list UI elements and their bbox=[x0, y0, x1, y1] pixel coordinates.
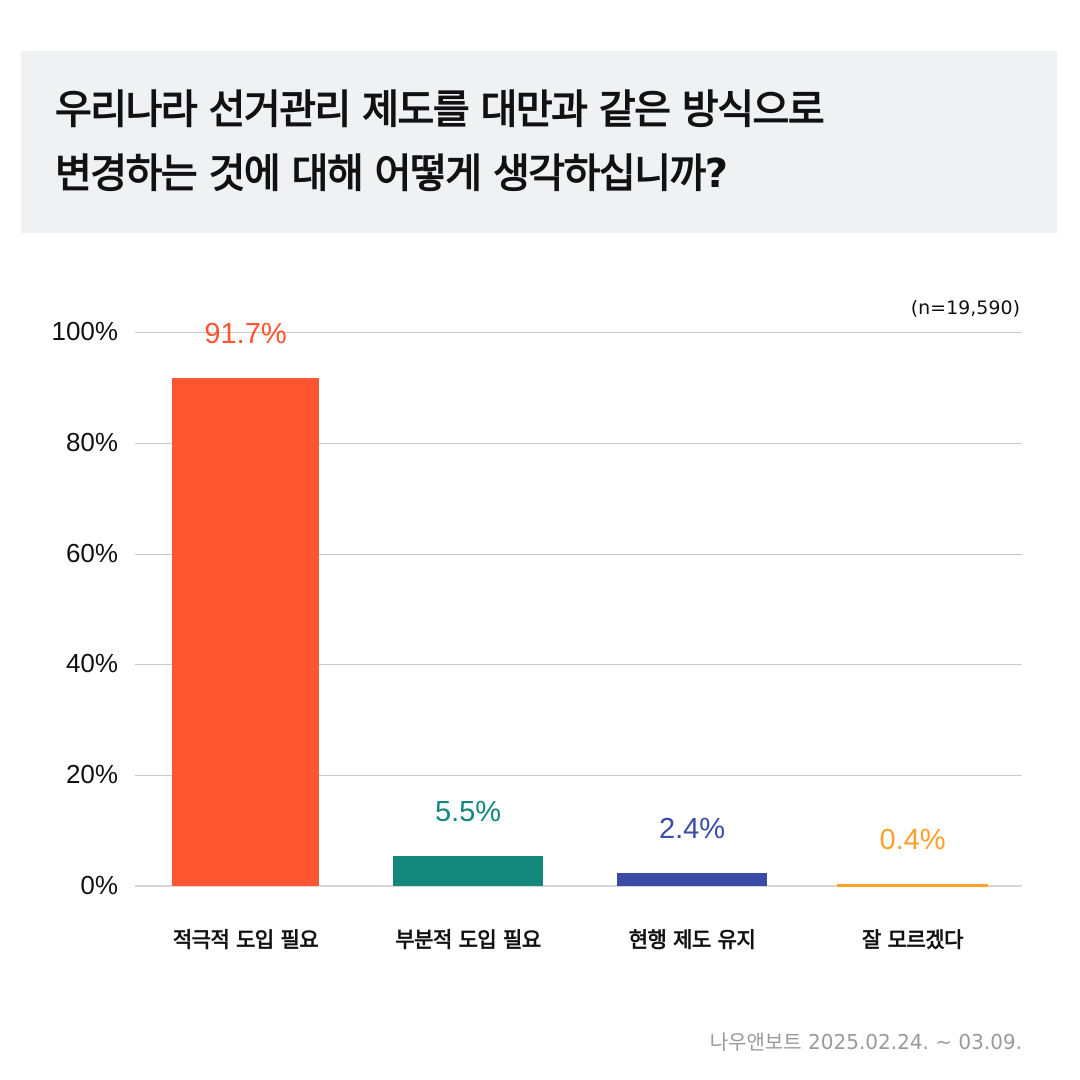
title-line-2: 변경하는 것에 대해 어떻게 생각하십니까? bbox=[55, 151, 728, 197]
title-line-1: 우리나라 선거관리 제도를 대만과 같은 방식으로 bbox=[55, 87, 825, 133]
gridline bbox=[135, 442, 1022, 444]
y-tick-label: 20% bbox=[65, 759, 118, 790]
bar bbox=[393, 855, 543, 886]
value-label: 0.4% bbox=[879, 823, 946, 856]
y-tick-label: 60% bbox=[65, 537, 118, 568]
value-label: 91.7% bbox=[204, 317, 287, 350]
gridline bbox=[135, 664, 1022, 666]
value-label: 2.4% bbox=[658, 812, 726, 845]
bar bbox=[617, 872, 767, 886]
bar bbox=[172, 377, 319, 886]
value-label: 5.5% bbox=[434, 795, 502, 828]
y-tick-label: 80% bbox=[65, 426, 118, 457]
category-label: 현행 제도 유지 bbox=[628, 928, 756, 952]
y-tick-label: 100% bbox=[51, 316, 119, 346]
y-tick-label: 40% bbox=[65, 648, 118, 679]
sample-size-label: (n=19,590) bbox=[910, 297, 1020, 319]
source-footnote: 나우앤보트 2025.02.24. ~ 03.09. bbox=[709, 1030, 1022, 1054]
gridline bbox=[135, 553, 1022, 555]
y-tick-label: 0% bbox=[80, 870, 118, 900]
gridline bbox=[135, 775, 1022, 777]
title-banner bbox=[21, 51, 1057, 233]
bar bbox=[837, 883, 988, 887]
category-label: 적극적 도입 필요 bbox=[172, 928, 319, 952]
chart-title: 우리나라 선거관리 제도를 대만과 같은 방식으로 변경하는 것에 대해 어떻게… bbox=[55, 78, 1035, 206]
category-label: 부분적 도입 필요 bbox=[395, 928, 541, 952]
category-label: 잘 모르겠다 bbox=[862, 928, 963, 952]
gridline bbox=[135, 332, 1022, 333]
gridline bbox=[135, 885, 1022, 887]
